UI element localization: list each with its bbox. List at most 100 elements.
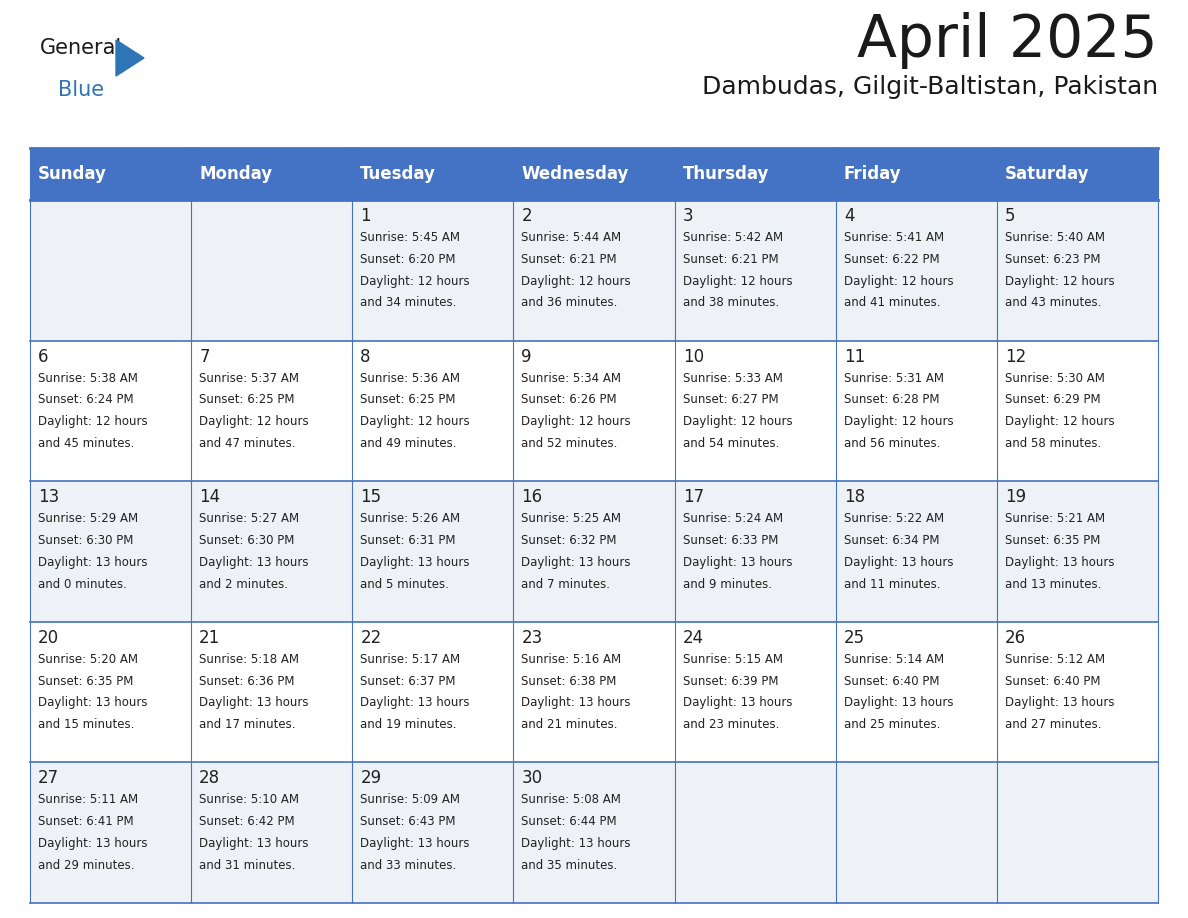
- Text: and 56 minutes.: and 56 minutes.: [843, 437, 940, 450]
- Text: Sunset: 6:24 PM: Sunset: 6:24 PM: [38, 393, 134, 407]
- Bar: [513, 763, 675, 903]
- Bar: [513, 481, 675, 621]
- Text: Daylight: 12 hours: Daylight: 12 hours: [38, 415, 147, 428]
- Bar: [191, 148, 353, 200]
- Text: 15: 15: [360, 488, 381, 506]
- Text: 12: 12: [1005, 348, 1026, 365]
- Text: Sunset: 6:22 PM: Sunset: 6:22 PM: [843, 252, 940, 265]
- Text: 11: 11: [843, 348, 865, 365]
- Text: 24: 24: [683, 629, 703, 647]
- Bar: [191, 341, 353, 481]
- Text: Sunset: 6:33 PM: Sunset: 6:33 PM: [683, 534, 778, 547]
- Text: 17: 17: [683, 488, 703, 506]
- Bar: [191, 200, 353, 341]
- Text: Sunset: 6:27 PM: Sunset: 6:27 PM: [683, 393, 778, 407]
- Text: Sunrise: 5:08 AM: Sunrise: 5:08 AM: [522, 793, 621, 806]
- Bar: [997, 763, 1158, 903]
- Bar: [353, 481, 513, 621]
- Text: Sunrise: 5:22 AM: Sunrise: 5:22 AM: [843, 512, 944, 525]
- Text: General: General: [40, 38, 122, 58]
- Bar: [353, 763, 513, 903]
- Text: Saturday: Saturday: [1005, 165, 1089, 183]
- Text: Sunrise: 5:37 AM: Sunrise: 5:37 AM: [200, 372, 299, 385]
- Text: Sunset: 6:38 PM: Sunset: 6:38 PM: [522, 675, 617, 688]
- Text: 14: 14: [200, 488, 220, 506]
- Text: and 25 minutes.: and 25 minutes.: [843, 718, 940, 731]
- Text: Sunset: 6:25 PM: Sunset: 6:25 PM: [200, 393, 295, 407]
- Text: 9: 9: [522, 348, 532, 365]
- Text: Sunrise: 5:24 AM: Sunrise: 5:24 AM: [683, 512, 783, 525]
- Text: Daylight: 13 hours: Daylight: 13 hours: [1005, 697, 1114, 710]
- Text: Sunrise: 5:15 AM: Sunrise: 5:15 AM: [683, 653, 783, 666]
- Bar: [675, 148, 835, 200]
- Text: and 27 minutes.: and 27 minutes.: [1005, 718, 1101, 731]
- Bar: [353, 621, 513, 763]
- Bar: [353, 200, 513, 341]
- Text: Daylight: 13 hours: Daylight: 13 hours: [522, 837, 631, 850]
- Text: and 17 minutes.: and 17 minutes.: [200, 718, 296, 731]
- Text: Sunrise: 5:40 AM: Sunrise: 5:40 AM: [1005, 231, 1105, 244]
- Text: Daylight: 12 hours: Daylight: 12 hours: [1005, 415, 1114, 428]
- Text: Daylight: 12 hours: Daylight: 12 hours: [200, 415, 309, 428]
- Bar: [30, 200, 191, 341]
- Text: Sunrise: 5:45 AM: Sunrise: 5:45 AM: [360, 231, 460, 244]
- Text: and 58 minutes.: and 58 minutes.: [1005, 437, 1101, 450]
- Text: and 21 minutes.: and 21 minutes.: [522, 718, 618, 731]
- Text: and 34 minutes.: and 34 minutes.: [360, 297, 456, 309]
- Text: Sunset: 6:34 PM: Sunset: 6:34 PM: [843, 534, 940, 547]
- Text: Daylight: 12 hours: Daylight: 12 hours: [1005, 274, 1114, 287]
- Text: 2: 2: [522, 207, 532, 225]
- Text: Sunrise: 5:38 AM: Sunrise: 5:38 AM: [38, 372, 138, 385]
- Text: Sunrise: 5:44 AM: Sunrise: 5:44 AM: [522, 231, 621, 244]
- Bar: [30, 148, 191, 200]
- Text: Daylight: 13 hours: Daylight: 13 hours: [1005, 555, 1114, 569]
- Text: and 2 minutes.: and 2 minutes.: [200, 577, 289, 590]
- Text: and 45 minutes.: and 45 minutes.: [38, 437, 134, 450]
- Bar: [835, 341, 997, 481]
- Text: Sunrise: 5:18 AM: Sunrise: 5:18 AM: [200, 653, 299, 666]
- Text: Sunset: 6:31 PM: Sunset: 6:31 PM: [360, 534, 456, 547]
- Text: 4: 4: [843, 207, 854, 225]
- Bar: [191, 481, 353, 621]
- Bar: [30, 763, 191, 903]
- Text: Sunset: 6:21 PM: Sunset: 6:21 PM: [522, 252, 617, 265]
- Text: Daylight: 12 hours: Daylight: 12 hours: [683, 274, 792, 287]
- Bar: [30, 341, 191, 481]
- Text: and 23 minutes.: and 23 minutes.: [683, 718, 779, 731]
- Text: and 49 minutes.: and 49 minutes.: [360, 437, 457, 450]
- Bar: [835, 763, 997, 903]
- Text: and 0 minutes.: and 0 minutes.: [38, 577, 127, 590]
- Text: and 52 minutes.: and 52 minutes.: [522, 437, 618, 450]
- Text: 13: 13: [38, 488, 59, 506]
- Text: Daylight: 12 hours: Daylight: 12 hours: [522, 274, 631, 287]
- Text: 23: 23: [522, 629, 543, 647]
- Bar: [30, 621, 191, 763]
- Text: and 13 minutes.: and 13 minutes.: [1005, 577, 1101, 590]
- Text: Sunrise: 5:30 AM: Sunrise: 5:30 AM: [1005, 372, 1105, 385]
- Text: Daylight: 13 hours: Daylight: 13 hours: [200, 837, 309, 850]
- Text: Daylight: 13 hours: Daylight: 13 hours: [360, 555, 469, 569]
- Text: Sunrise: 5:33 AM: Sunrise: 5:33 AM: [683, 372, 783, 385]
- Text: Daylight: 13 hours: Daylight: 13 hours: [38, 555, 147, 569]
- Text: Sunset: 6:20 PM: Sunset: 6:20 PM: [360, 252, 456, 265]
- Bar: [353, 341, 513, 481]
- Bar: [675, 621, 835, 763]
- Bar: [191, 621, 353, 763]
- Text: Sunset: 6:35 PM: Sunset: 6:35 PM: [1005, 534, 1100, 547]
- Text: April 2025: April 2025: [858, 12, 1158, 69]
- Text: and 36 minutes.: and 36 minutes.: [522, 297, 618, 309]
- Text: Sunset: 6:40 PM: Sunset: 6:40 PM: [1005, 675, 1100, 688]
- Text: 27: 27: [38, 769, 59, 788]
- Text: Sunrise: 5:34 AM: Sunrise: 5:34 AM: [522, 372, 621, 385]
- Text: Sunset: 6:29 PM: Sunset: 6:29 PM: [1005, 393, 1100, 407]
- Text: 1: 1: [360, 207, 371, 225]
- Text: Thursday: Thursday: [683, 165, 769, 183]
- Text: Sunset: 6:40 PM: Sunset: 6:40 PM: [843, 675, 940, 688]
- Text: and 7 minutes.: and 7 minutes.: [522, 577, 611, 590]
- Text: Daylight: 13 hours: Daylight: 13 hours: [683, 555, 792, 569]
- Text: Dambudas, Gilgit-Baltistan, Pakistan: Dambudas, Gilgit-Baltistan, Pakistan: [702, 75, 1158, 99]
- Text: Sunset: 6:41 PM: Sunset: 6:41 PM: [38, 815, 134, 828]
- Bar: [513, 621, 675, 763]
- Text: Daylight: 12 hours: Daylight: 12 hours: [683, 415, 792, 428]
- Text: Sunday: Sunday: [38, 165, 107, 183]
